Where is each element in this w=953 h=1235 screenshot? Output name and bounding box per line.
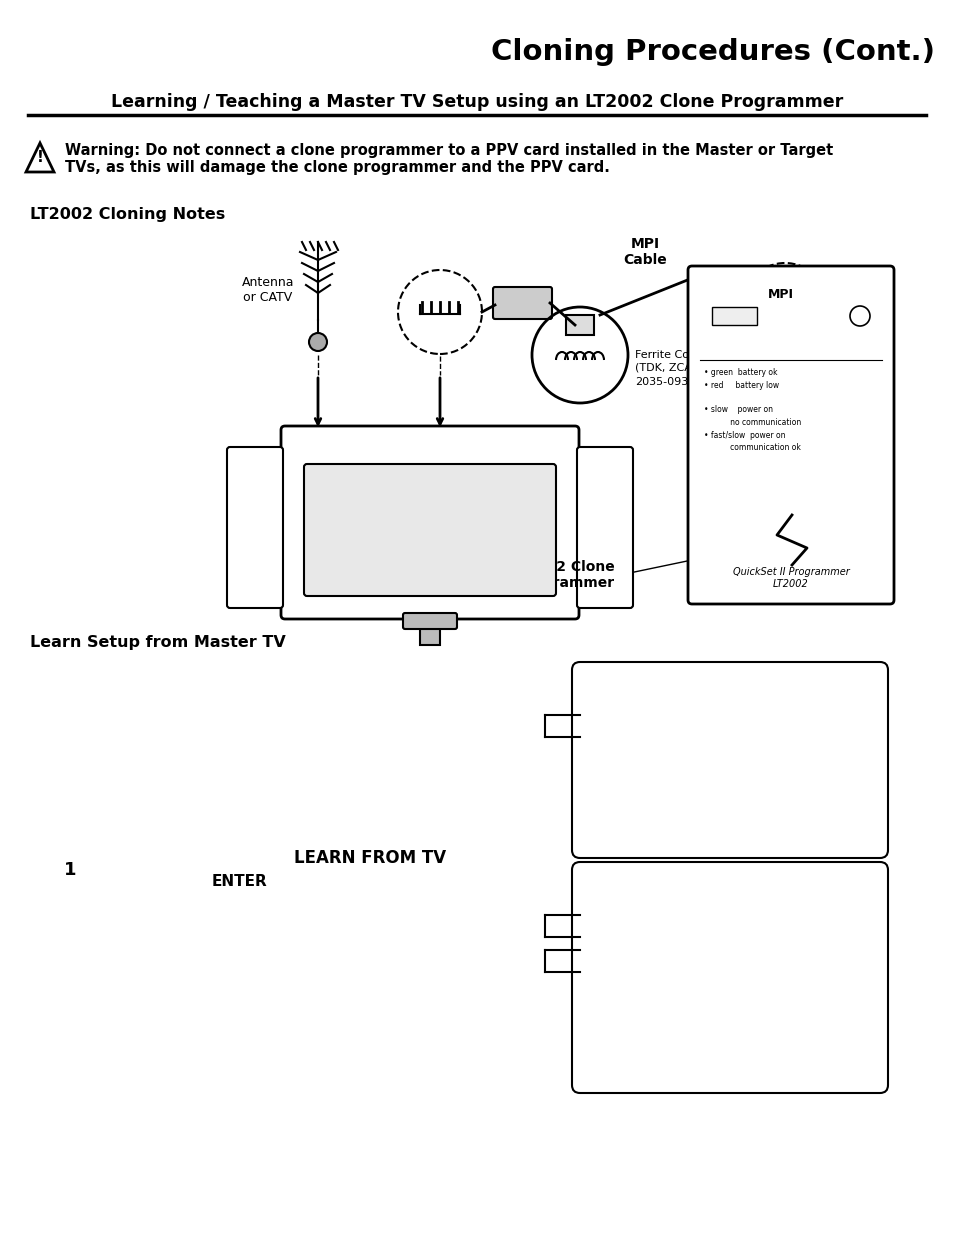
Text: LT2002 Cloning Notes: LT2002 Cloning Notes xyxy=(30,207,225,222)
FancyBboxPatch shape xyxy=(493,287,552,319)
Text: MPI: MPI xyxy=(767,289,793,301)
Text: MPI
Cable: MPI Cable xyxy=(622,237,666,267)
Circle shape xyxy=(309,333,327,351)
Text: TVs, as this will damage the clone programmer and the PPV card.: TVs, as this will damage the clone progr… xyxy=(65,161,609,175)
Text: Ferrite Core
(TDK, ZCAT
2035-0930): Ferrite Core (TDK, ZCAT 2035-0930) xyxy=(635,350,700,387)
Bar xyxy=(565,315,594,335)
FancyBboxPatch shape xyxy=(402,613,456,629)
Text: LEARN FROM TV: LEARN FROM TV xyxy=(294,848,446,867)
Text: Learn Setup from Master TV: Learn Setup from Master TV xyxy=(30,636,286,651)
FancyBboxPatch shape xyxy=(572,862,887,1093)
FancyBboxPatch shape xyxy=(304,464,556,597)
FancyBboxPatch shape xyxy=(572,662,887,858)
Text: Antenna
or CATV: Antenna or CATV xyxy=(241,275,294,304)
Bar xyxy=(419,627,439,645)
Text: Cloning Procedures (Cont.): Cloning Procedures (Cont.) xyxy=(491,38,934,65)
Text: QuickSet II Programmer
LT2002: QuickSet II Programmer LT2002 xyxy=(732,567,848,589)
Text: Learning / Teaching a Master TV Setup using an LT2002 Clone Programmer: Learning / Teaching a Master TV Setup us… xyxy=(111,93,842,111)
Text: LT2002 Clone
Programmer: LT2002 Clone Programmer xyxy=(511,559,615,590)
FancyBboxPatch shape xyxy=(577,447,633,608)
FancyBboxPatch shape xyxy=(227,447,283,608)
Text: ENTER: ENTER xyxy=(212,874,268,889)
FancyBboxPatch shape xyxy=(281,426,578,619)
FancyBboxPatch shape xyxy=(687,266,893,604)
Text: !: ! xyxy=(36,151,44,165)
Text: • green  battery ok
• red     battery low

• slow    power on
           no comm: • green battery ok • red battery low • s… xyxy=(703,368,801,452)
Bar xyxy=(711,308,757,325)
Text: 1: 1 xyxy=(64,861,76,879)
Text: Warning: Do not connect a clone programmer to a PPV card installed in the Master: Warning: Do not connect a clone programm… xyxy=(65,143,832,158)
